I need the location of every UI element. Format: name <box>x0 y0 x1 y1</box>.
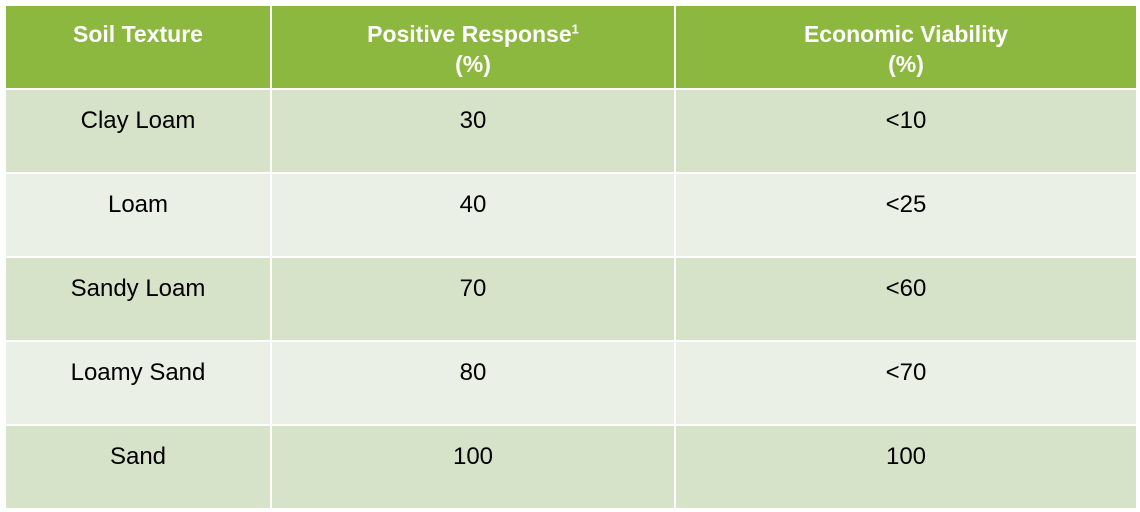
cell-positive-response: 40 <box>272 174 674 256</box>
cell-soil-texture: Loam <box>6 174 270 256</box>
header-economic-viability-line1: Economic Viability <box>803 21 1009 47</box>
cell-soil-texture: Loamy Sand <box>6 342 270 424</box>
cell-soil-texture: Clay Loam <box>6 90 270 172</box>
cell-soil-texture: Sand <box>6 426 270 508</box>
header-soil-texture-label: Soil Texture <box>73 21 203 47</box>
cell-positive-response: 80 <box>272 342 674 424</box>
cell-soil-texture: Sandy Loam <box>6 258 270 340</box>
header-positive-response-line1: Positive Response1 <box>367 21 579 47</box>
header-positive-response: Positive Response1 (%) <box>272 6 674 88</box>
footnote-marker: 1 <box>571 21 579 37</box>
cell-economic-viability: <10 <box>676 90 1136 172</box>
header-economic-viability-line2: (%) <box>888 51 924 77</box>
cell-economic-viability: <25 <box>676 174 1136 256</box>
soil-response-table: Soil Texture Positive Response1 (%) Econ… <box>6 6 1136 508</box>
header-positive-response-line2: (%) <box>455 51 491 77</box>
cell-economic-viability: <60 <box>676 258 1136 340</box>
cell-economic-viability: 100 <box>676 426 1136 508</box>
header-economic-viability: Economic Viability (%) <box>676 6 1136 88</box>
cell-positive-response: 70 <box>272 258 674 340</box>
cell-positive-response: 100 <box>272 426 674 508</box>
cell-economic-viability: <70 <box>676 342 1136 424</box>
cell-positive-response: 30 <box>272 90 674 172</box>
header-soil-texture: Soil Texture <box>6 6 270 88</box>
